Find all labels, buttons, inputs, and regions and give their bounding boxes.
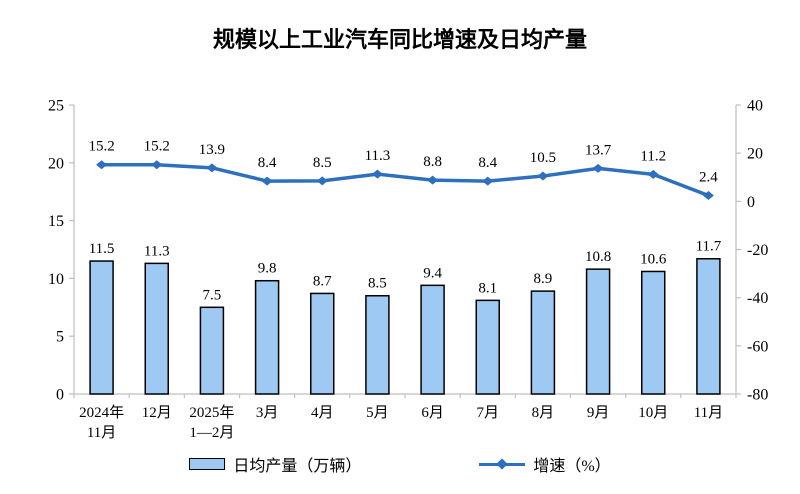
bar: [585, 268, 611, 395]
bar-value-label: 9.4: [423, 265, 442, 281]
legend-diamond-icon: [496, 458, 508, 470]
line-value-label: 13.9: [199, 142, 225, 158]
bar: [89, 260, 114, 395]
right-axis-tick-label: -40: [747, 290, 768, 307]
line-point-diamond: [427, 175, 439, 185]
bar: [254, 279, 280, 395]
line-point-diamond: [261, 176, 273, 186]
line-value-label: 8.8: [423, 154, 442, 170]
line-point-diamond: [592, 163, 604, 173]
bar-value-label: 8.9: [534, 271, 553, 287]
line-point-diamond: [316, 176, 328, 186]
right-axis-tick-label: 20: [747, 146, 763, 163]
right-axis-tick-label: -60: [747, 338, 768, 355]
bar-value-label: 7.5: [203, 287, 222, 303]
left-axis-tick-label: 10: [48, 271, 64, 288]
bar: [310, 292, 335, 395]
chart-title: 规模以上工业汽车同比增速及日均产量: [212, 27, 587, 52]
line-point-diamond: [151, 160, 163, 170]
growth-line: [101, 162, 710, 198]
x-axis-label: 6月: [421, 405, 444, 421]
bar-value-label: 11.3: [144, 243, 170, 259]
bar: [641, 270, 666, 395]
right-axis-tick-label: -20: [747, 242, 768, 259]
bar-value-label: 8.5: [368, 276, 387, 292]
x-axis-label: 5月: [366, 405, 389, 421]
legend: 日均产量（万辆） 增速（%）: [0, 452, 800, 476]
x-axis-label: 11月: [87, 425, 116, 441]
left-axis-tick-label: 20: [48, 155, 64, 172]
x-axis-label: 1—2月: [189, 425, 234, 441]
x-axis-label: 7月: [476, 405, 499, 421]
line-point-diamond: [371, 169, 383, 179]
line-value-label: 11.2: [640, 148, 666, 164]
bar: [696, 257, 721, 395]
bar-value-label: 8.7: [313, 273, 332, 289]
line-point-diamond: [206, 163, 218, 173]
line-point-diamond: [482, 176, 494, 186]
line-point-diamond: [96, 160, 108, 170]
x-axis-label: 3月: [256, 405, 279, 421]
line-value-label: 13.7: [585, 142, 612, 158]
legend-line-label: 增速（%）: [533, 458, 611, 475]
x-axis-label: 8月: [532, 405, 555, 421]
bar: [199, 306, 225, 395]
x-axis-label: 2025年: [189, 404, 234, 421]
x-axis-label: 10月: [638, 405, 668, 421]
bar: [530, 290, 556, 395]
bar-value-label: 11.7: [696, 239, 722, 255]
bar-value-label: 11.5: [89, 241, 115, 257]
bar-value-label: 10.6: [640, 251, 667, 267]
bar: [144, 262, 169, 395]
right-axis-tick-label: -80: [747, 387, 768, 404]
bar: [475, 299, 500, 395]
legend-bar-label: 日均产量（万辆）: [233, 458, 362, 475]
line-value-label: 8.4: [478, 155, 497, 171]
line-point-diamond: [647, 169, 659, 179]
x-axis-label: 12月: [142, 405, 172, 421]
legend-line-marker-icon: [479, 458, 526, 470]
left-axis-tick-label: 0: [56, 387, 64, 404]
line-value-label: 8.5: [313, 155, 332, 171]
legend-item-daily-production: 日均产量（万辆）: [189, 452, 361, 476]
line-value-label: 8.4: [258, 155, 277, 171]
bar: [420, 284, 445, 395]
line-value-label: 15.2: [88, 139, 114, 155]
x-axis-label: 4月: [311, 405, 334, 421]
right-axis-tick-label: 40: [747, 98, 763, 115]
bar-value-label: 8.1: [478, 280, 497, 296]
bar: [365, 294, 390, 395]
legend-item-growth-rate: 增速（%）: [479, 452, 611, 476]
left-axis-tick-label: 25: [48, 98, 64, 115]
bar-value-label: 9.8: [258, 261, 277, 277]
x-axis-label: 2024年: [79, 404, 124, 421]
line-value-label: 2.4: [699, 170, 718, 186]
left-axis-tick-label: 5: [56, 329, 64, 346]
line-value-label: 10.5: [530, 150, 556, 166]
bar-value-label: 10.8: [585, 249, 611, 265]
line-point-diamond: [702, 191, 714, 201]
x-axis-label: 9月: [587, 405, 610, 421]
right-axis-tick-label: 0: [747, 194, 755, 211]
line-value-label: 15.2: [144, 139, 170, 155]
line-value-label: 11.3: [365, 148, 391, 164]
left-axis-tick-label: 15: [48, 213, 64, 230]
line-point-diamond: [537, 171, 549, 181]
x-axis-label: 11月: [694, 405, 723, 421]
legend-bar-swatch-icon: [189, 458, 226, 470]
